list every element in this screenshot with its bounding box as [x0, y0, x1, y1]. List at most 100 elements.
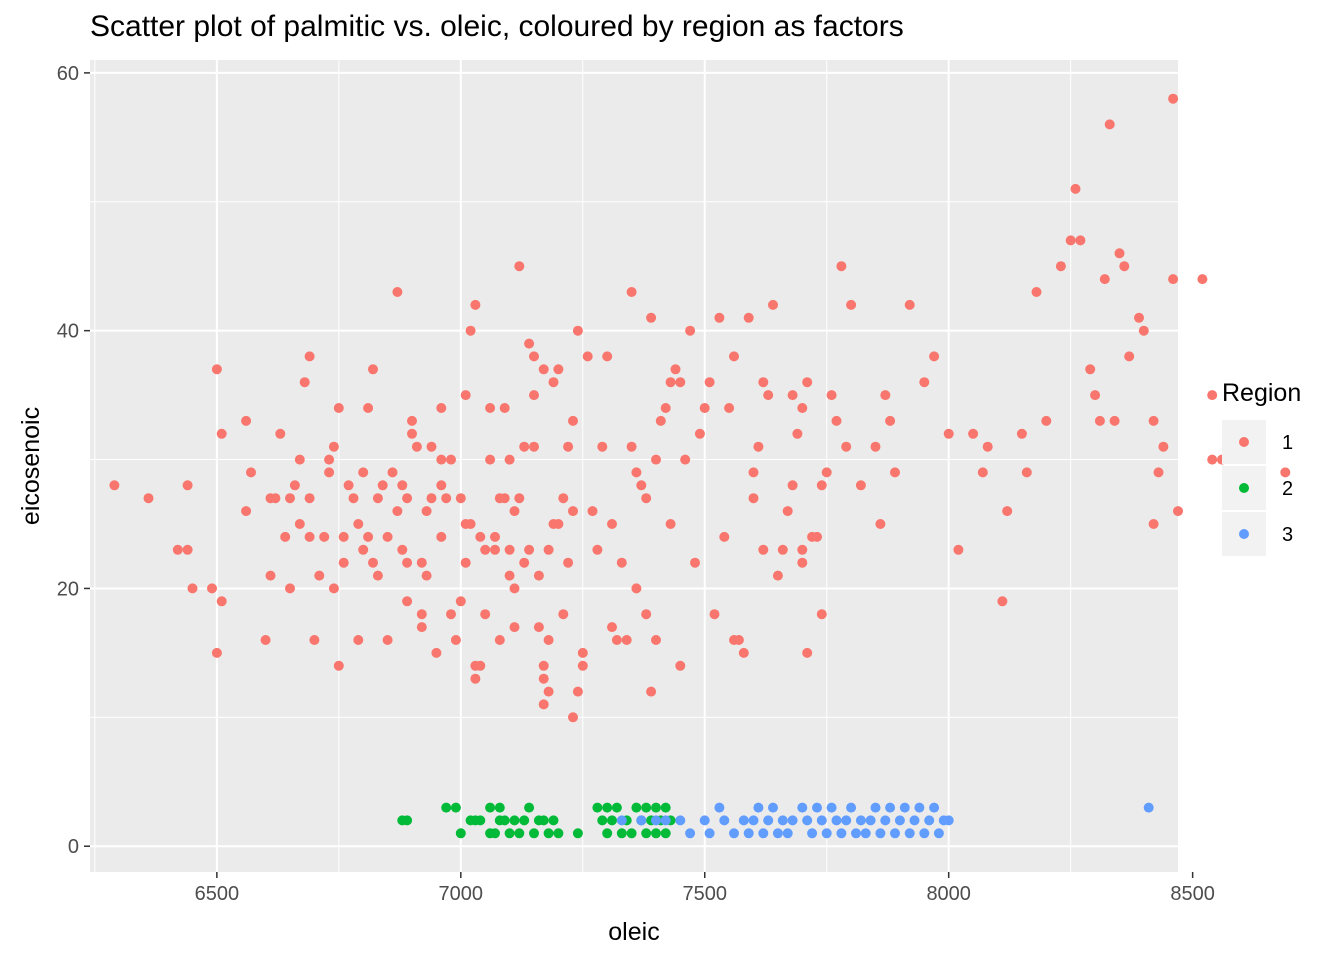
- data-point: [899, 802, 910, 813]
- data-point: [470, 673, 481, 684]
- data-point: [602, 828, 613, 839]
- data-point: [929, 802, 940, 813]
- data-point: [441, 493, 452, 504]
- y-tick-label: 0: [68, 836, 79, 858]
- data-point: [1021, 467, 1032, 478]
- data-point: [1148, 519, 1159, 529]
- data-point: [465, 325, 476, 336]
- data-point: [553, 828, 564, 839]
- y-axis-title: eicosenoic: [17, 407, 45, 525]
- data-point: [802, 815, 813, 826]
- data-point: [802, 647, 813, 658]
- data-point: [441, 802, 452, 813]
- data-point: [812, 802, 822, 813]
- data-point: [782, 828, 793, 839]
- data-point: [680, 454, 691, 465]
- data-point: [870, 802, 881, 813]
- data-point: [558, 609, 569, 620]
- data-point: [285, 493, 295, 504]
- legend-item-3: 3: [1222, 512, 1293, 556]
- data-point: [860, 828, 871, 839]
- data-point: [704, 828, 715, 839]
- data-point: [509, 622, 520, 633]
- data-point: [519, 815, 530, 826]
- data-point: [816, 480, 827, 491]
- data-point: [777, 815, 788, 826]
- data-point: [504, 454, 515, 465]
- data-point: [416, 622, 427, 633]
- data-point: [977, 467, 988, 478]
- series-region-1: [109, 93, 1291, 723]
- data-point: [841, 815, 852, 826]
- data-point: [797, 802, 808, 813]
- legend-title: Region: [1222, 379, 1301, 407]
- data-point: [607, 622, 617, 633]
- data-point: [529, 441, 539, 452]
- data-point: [519, 557, 530, 568]
- data-point: [548, 377, 559, 388]
- minor-gridlines: [90, 60, 1178, 872]
- data-point: [504, 570, 515, 581]
- data-point: [772, 828, 783, 839]
- data-point: [470, 299, 481, 310]
- data-point: [1143, 802, 1154, 813]
- data-point: [485, 454, 496, 465]
- data-point: [626, 441, 637, 452]
- data-point: [514, 261, 525, 272]
- data-point: [372, 570, 383, 581]
- data-point: [460, 557, 471, 568]
- data-points: [109, 93, 1291, 839]
- data-point: [1099, 274, 1110, 285]
- data-point: [1114, 248, 1125, 259]
- data-point: [690, 557, 700, 568]
- data-point: [572, 828, 583, 839]
- legend-key-marker: [1239, 437, 1249, 447]
- data-point: [577, 647, 588, 658]
- x-tick-label: 8000: [926, 883, 971, 905]
- data-point: [358, 467, 369, 478]
- data-point: [572, 686, 583, 697]
- data-point: [914, 802, 925, 813]
- data-point: [821, 828, 832, 839]
- data-point: [499, 815, 510, 826]
- data-point: [909, 815, 920, 826]
- data-point: [426, 493, 437, 504]
- data-point: [733, 635, 744, 645]
- data-point: [265, 570, 276, 581]
- data-point: [187, 583, 198, 594]
- data-point: [333, 403, 344, 413]
- data-point: [328, 441, 339, 452]
- data-point: [929, 351, 940, 362]
- data-point: [665, 519, 676, 529]
- data-point: [660, 828, 671, 839]
- data-point: [568, 712, 578, 723]
- plot-panel: [90, 60, 1178, 872]
- data-point: [1168, 93, 1179, 104]
- data-point: [821, 467, 832, 478]
- data-point: [1134, 312, 1144, 323]
- data-point: [602, 351, 613, 362]
- y-tick-label: 20: [57, 578, 79, 600]
- data-point: [182, 544, 193, 555]
- data-point: [685, 325, 696, 336]
- data-point: [772, 570, 783, 581]
- data-point: [816, 815, 827, 826]
- data-point: [646, 312, 657, 323]
- data-point: [411, 441, 422, 452]
- data-point: [407, 428, 417, 439]
- data-point: [943, 428, 954, 439]
- data-point: [875, 519, 886, 529]
- data-point: [1075, 235, 1086, 246]
- data-point: [524, 544, 535, 555]
- data-point: [597, 815, 608, 826]
- data-point: [641, 609, 652, 620]
- data-point: [490, 531, 500, 542]
- data-point: [763, 815, 774, 826]
- data-point: [338, 531, 349, 542]
- data-point: [655, 415, 666, 426]
- data-point: [553, 364, 564, 375]
- data-point: [572, 325, 583, 336]
- data-point: [719, 815, 730, 826]
- data-point: [582, 351, 593, 362]
- data-point: [641, 493, 652, 504]
